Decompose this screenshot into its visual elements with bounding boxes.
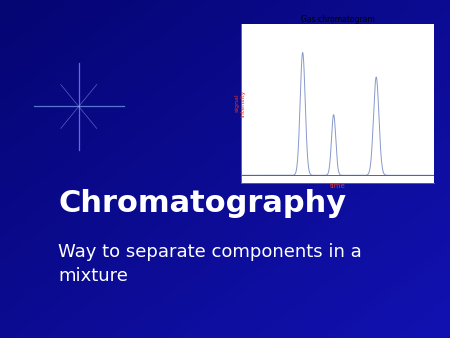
X-axis label: time: time xyxy=(329,183,346,189)
Text: Way to separate components in a
mixture: Way to separate components in a mixture xyxy=(58,243,362,285)
Text: Chromatography: Chromatography xyxy=(58,189,346,218)
Title: Gas chromatogram: Gas chromatogram xyxy=(301,15,374,24)
Y-axis label: signal
intensity: signal intensity xyxy=(234,90,245,117)
